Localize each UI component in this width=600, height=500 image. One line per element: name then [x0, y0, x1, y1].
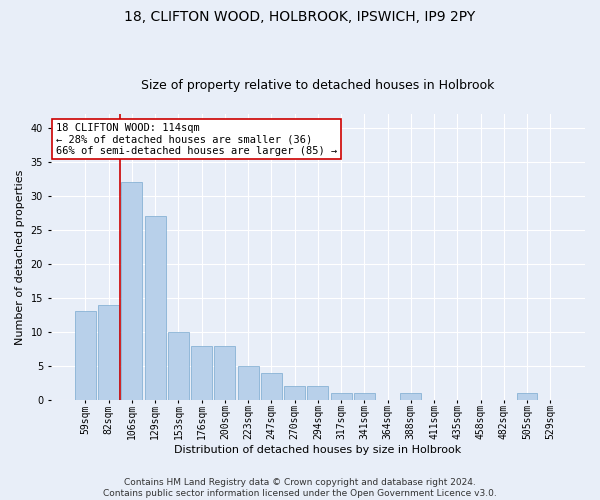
Bar: [98, 304, 119, 400]
Text: 18, CLIFTON WOOD, HOLBROOK, IPSWICH, IP9 2PY: 18, CLIFTON WOOD, HOLBROOK, IPSWICH, IP9…: [124, 10, 476, 24]
X-axis label: Distribution of detached houses by size in Holbrook: Distribution of detached houses by size …: [174, 445, 461, 455]
Bar: [191, 346, 212, 400]
Bar: [354, 393, 375, 400]
Bar: [400, 393, 421, 400]
Y-axis label: Number of detached properties: Number of detached properties: [15, 170, 25, 344]
Bar: [284, 386, 305, 400]
Bar: [214, 346, 235, 400]
Bar: [331, 393, 352, 400]
Text: Contains HM Land Registry data © Crown copyright and database right 2024.
Contai: Contains HM Land Registry data © Crown c…: [103, 478, 497, 498]
Bar: [145, 216, 166, 400]
Title: Size of property relative to detached houses in Holbrook: Size of property relative to detached ho…: [141, 79, 494, 92]
Bar: [307, 386, 328, 400]
Bar: [75, 312, 96, 400]
Bar: [168, 332, 189, 400]
Bar: [517, 393, 538, 400]
Bar: [121, 182, 142, 400]
Text: 18 CLIFTON WOOD: 114sqm
← 28% of detached houses are smaller (36)
66% of semi-de: 18 CLIFTON WOOD: 114sqm ← 28% of detache…: [56, 122, 337, 156]
Bar: [261, 373, 282, 400]
Bar: [238, 366, 259, 400]
